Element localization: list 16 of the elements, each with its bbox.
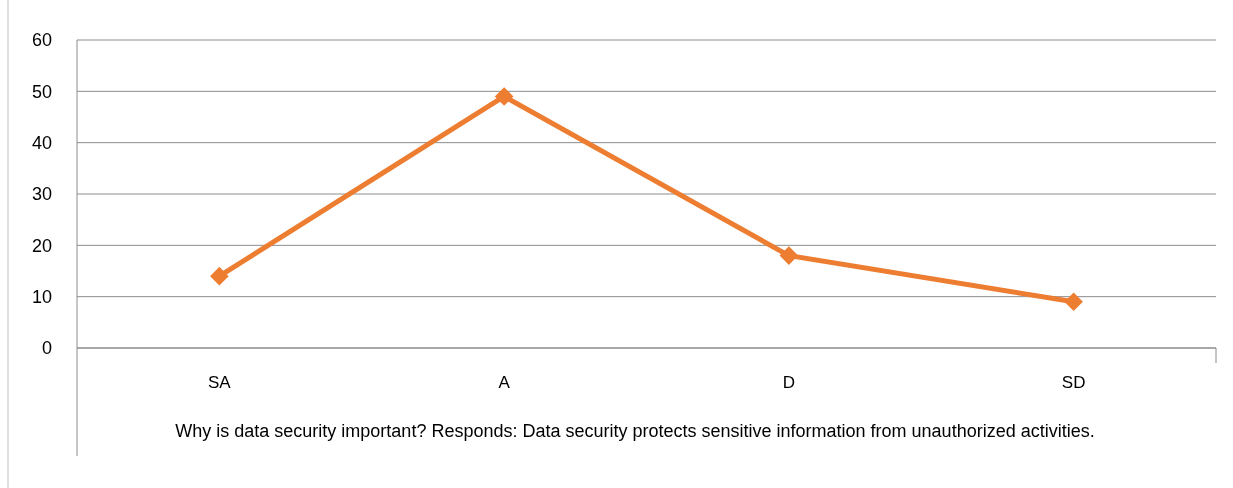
x-tick-label: SD: [1061, 373, 1086, 392]
y-tick-label: 60: [31, 30, 52, 51]
x-axis-title: Why is data security important? Responds: Data security protects sensitive information from unauthorized activities.: [174, 420, 1096, 443]
x-tick-label: D: [782, 373, 796, 392]
x-tick-label: A: [498, 373, 511, 392]
y-tick-label: 50: [31, 81, 52, 102]
y-tick-label: 0: [41, 338, 52, 359]
point: [779, 246, 799, 265]
x-tick-label: SA: [208, 373, 232, 392]
point: [1064, 292, 1083, 312]
y-tick-label: 20: [31, 235, 52, 256]
y-tick-label: 40: [31, 132, 52, 153]
y-tick-label: 10: [31, 286, 52, 307]
point: [210, 266, 229, 286]
y-tick-label: 30: [31, 184, 52, 205]
point: [494, 87, 514, 106]
